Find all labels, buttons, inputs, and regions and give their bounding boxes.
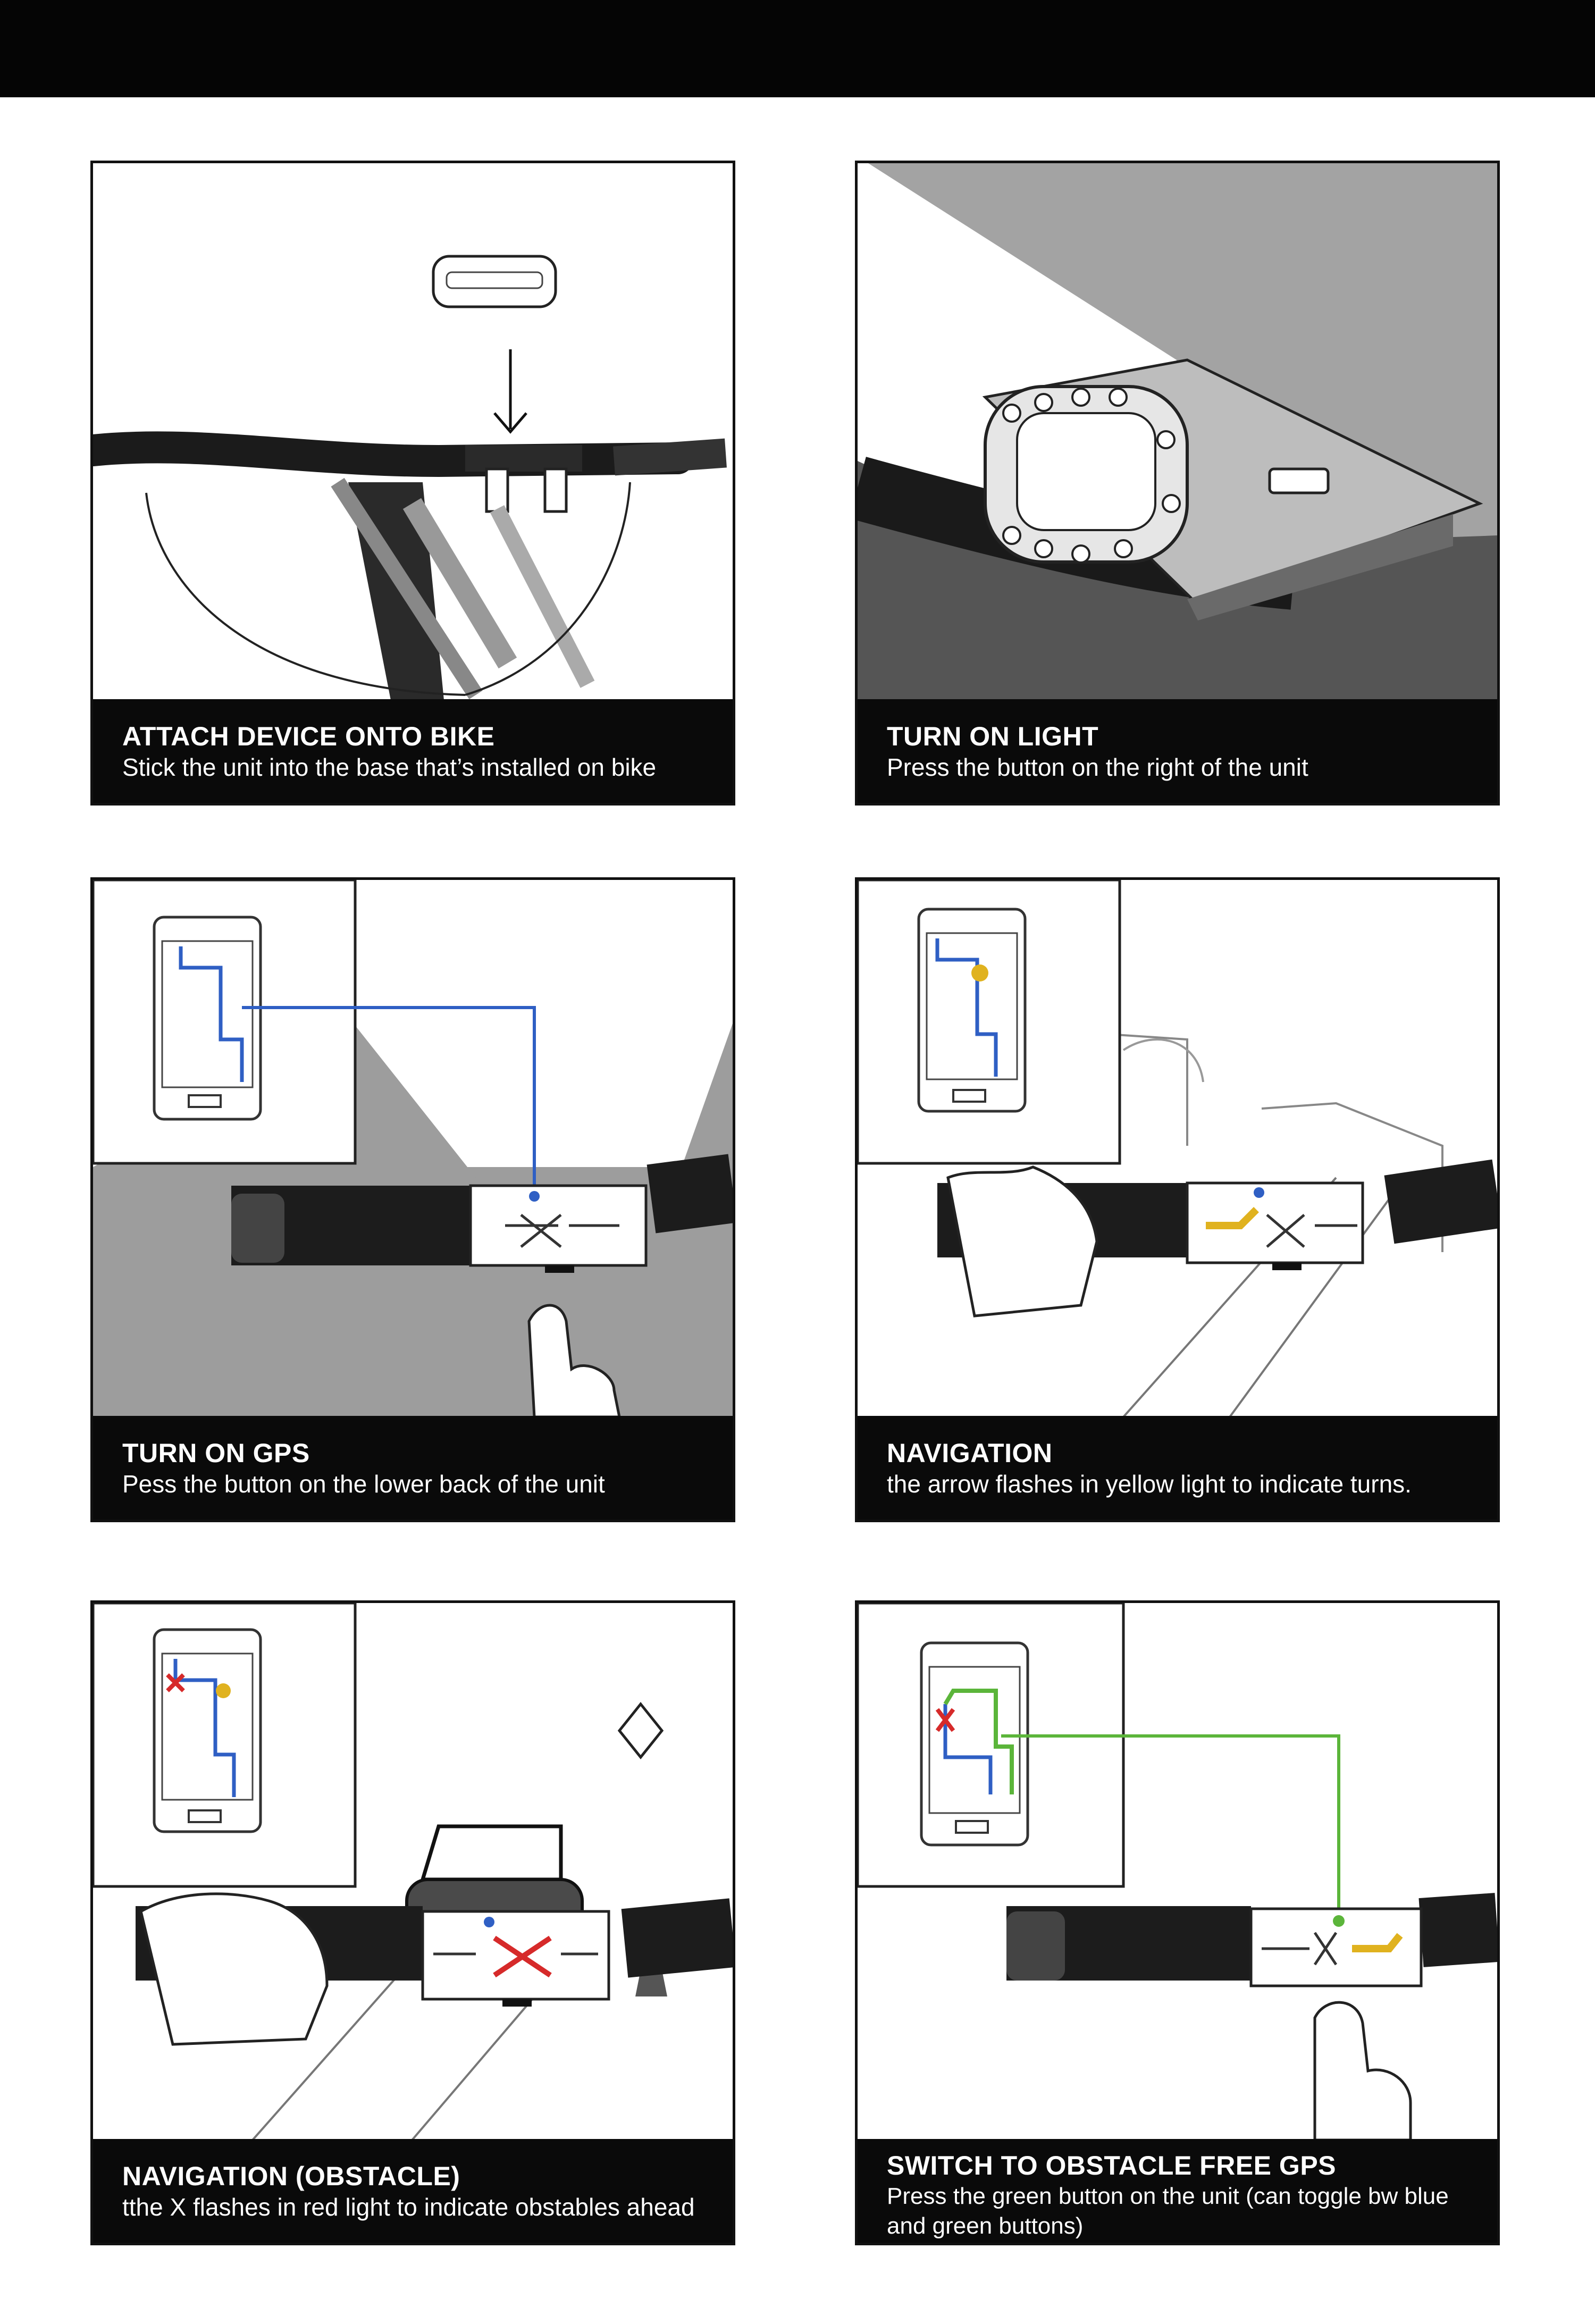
sketch-navigation	[858, 880, 1497, 1417]
panel-title: NAVIGATION (OBSTACLE)	[122, 2161, 460, 2191]
sketch-attach-device	[93, 255, 727, 700]
storyboard-panel-turn-on-gps: TURN ON GPS Pess the button on the lower…	[90, 877, 735, 1522]
storyboard-panel-navigation-obstacle: NAVIGATION (OBSTACLE) tthe X flashes in …	[90, 1600, 735, 2245]
caption-box: NAVIGATION (OBSTACLE) tthe X flashes in …	[93, 2139, 733, 2243]
header-bar	[0, 0, 1595, 97]
storyboard-panel-turn-on-light: TURN ON LIGHT Press the button on the ri…	[855, 161, 1500, 806]
panel-description: Pess the button on the lower back of the…	[122, 1470, 605, 1498]
storyboard-panel-obstacle-free-gps: SWITCH TO OBSTACLE FREE GPS Press the gr…	[855, 1600, 1500, 2245]
panel-description: Press the green button on the unit (can …	[887, 2183, 1449, 2239]
panel-title: TURN ON LIGHT	[887, 721, 1099, 751]
storyboard-panel-navigation: NAVIGATION the arrow flashes in yellow l…	[855, 877, 1500, 1522]
panel-title: ATTACH DEVICE ONTO BIKE	[122, 721, 495, 751]
sketch-turn-on-light	[858, 163, 1497, 700]
panel-description: Stick the unit into the base that’s inst…	[122, 753, 657, 781]
panel-description: Press the button on the right of the uni…	[887, 753, 1308, 781]
panel-description: the arrow flashes in yellow light to ind…	[887, 1470, 1412, 1498]
caption-box: ATTACH DEVICE ONTO BIKE Stick the unit i…	[93, 699, 733, 803]
panel-title: SWITCH TO OBSTACLE FREE GPS	[887, 2151, 1337, 2180]
sketch-turn-on-gps	[93, 880, 733, 1417]
sketch-obstacle-free-gps	[858, 1603, 1497, 2140]
sketch-navigation-obstacle	[93, 1603, 733, 2140]
panel-title: NAVIGATION	[887, 1438, 1053, 1468]
caption-box: SWITCH TO OBSTACLE FREE GPS Press the gr…	[858, 2139, 1497, 2243]
caption-box: TURN ON GPS Pess the button on the lower…	[93, 1416, 733, 1520]
caption-box: NAVIGATION the arrow flashes in yellow l…	[858, 1416, 1497, 1520]
panel-description: tthe X flashes in red light to indicate …	[122, 2193, 695, 2221]
caption-box: TURN ON LIGHT Press the button on the ri…	[858, 699, 1497, 803]
panel-title: TURN ON GPS	[122, 1438, 310, 1468]
storyboard-panel-attach-device: ATTACH DEVICE ONTO BIKE Stick the unit i…	[90, 161, 735, 806]
